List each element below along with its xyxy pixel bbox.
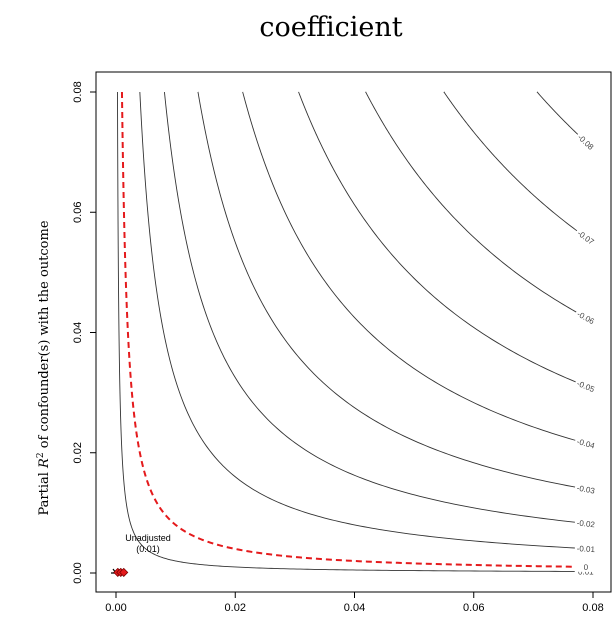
contour-label-bg xyxy=(574,561,597,573)
y-tick-label: 0.06 xyxy=(72,202,84,223)
contour-line xyxy=(242,91,594,446)
x-tick-label: 0.08 xyxy=(582,602,603,614)
contour-label-bg xyxy=(573,307,598,328)
x-tick-label: 0.00 xyxy=(105,602,126,614)
contour-label-bg xyxy=(574,482,598,496)
contour-label: -0.01 xyxy=(576,544,595,554)
x-tick-label: 0.06 xyxy=(463,602,484,614)
y-tick-label: 0.02 xyxy=(72,442,84,463)
contour-label-bg xyxy=(574,543,598,555)
contour-label-bg xyxy=(573,377,598,395)
contour-label-bg xyxy=(573,435,598,452)
contour-label-bg xyxy=(574,517,598,530)
y-tick-label: 0.00 xyxy=(72,562,84,583)
contour-label-bg xyxy=(574,130,598,154)
contour-lines: 0.010-0.01-0.02-0.03-0.04-0.05-0.06-0.07… xyxy=(117,91,598,577)
contour-label-bg xyxy=(574,226,598,248)
y-tick-label: 0.08 xyxy=(72,81,84,102)
contour-line xyxy=(298,91,594,390)
contour-line xyxy=(536,91,594,149)
contour-line xyxy=(139,91,594,550)
x-tick-label: 0.02 xyxy=(225,602,246,614)
contour-line xyxy=(117,92,594,572)
contour-label: -0.03 xyxy=(576,483,596,495)
y-tick-label: 0.04 xyxy=(72,322,84,343)
benchmark-point xyxy=(119,567,129,577)
markers: Unadjusted(0.01) xyxy=(111,533,171,577)
unadjusted-value: (0.01) xyxy=(136,544,160,554)
contour-label: 0 xyxy=(584,563,589,572)
y-axis-label: Partial R2 of confounder(s) with the out… xyxy=(36,220,52,515)
contour-line xyxy=(164,92,594,525)
contour-label: 0.01 xyxy=(578,567,594,576)
contour-line xyxy=(365,91,594,322)
x-tick-label: 0.04 xyxy=(344,602,365,614)
critical-contour-line xyxy=(120,92,594,568)
chart-title: coefficient xyxy=(259,12,402,43)
unadjusted-label: Unadjusted xyxy=(125,533,171,543)
contour-line xyxy=(443,91,594,243)
contour-label: -0.05 xyxy=(576,379,597,394)
contour-label: -0.04 xyxy=(576,437,597,451)
axes: 0.00 0.02 0.04 0.06 0.08 0.00 0.02 0.04 0.06 0.08 xyxy=(72,81,604,614)
contour-line xyxy=(197,91,594,491)
plot-border xyxy=(95,71,612,593)
contour-label: -0.02 xyxy=(576,518,596,529)
